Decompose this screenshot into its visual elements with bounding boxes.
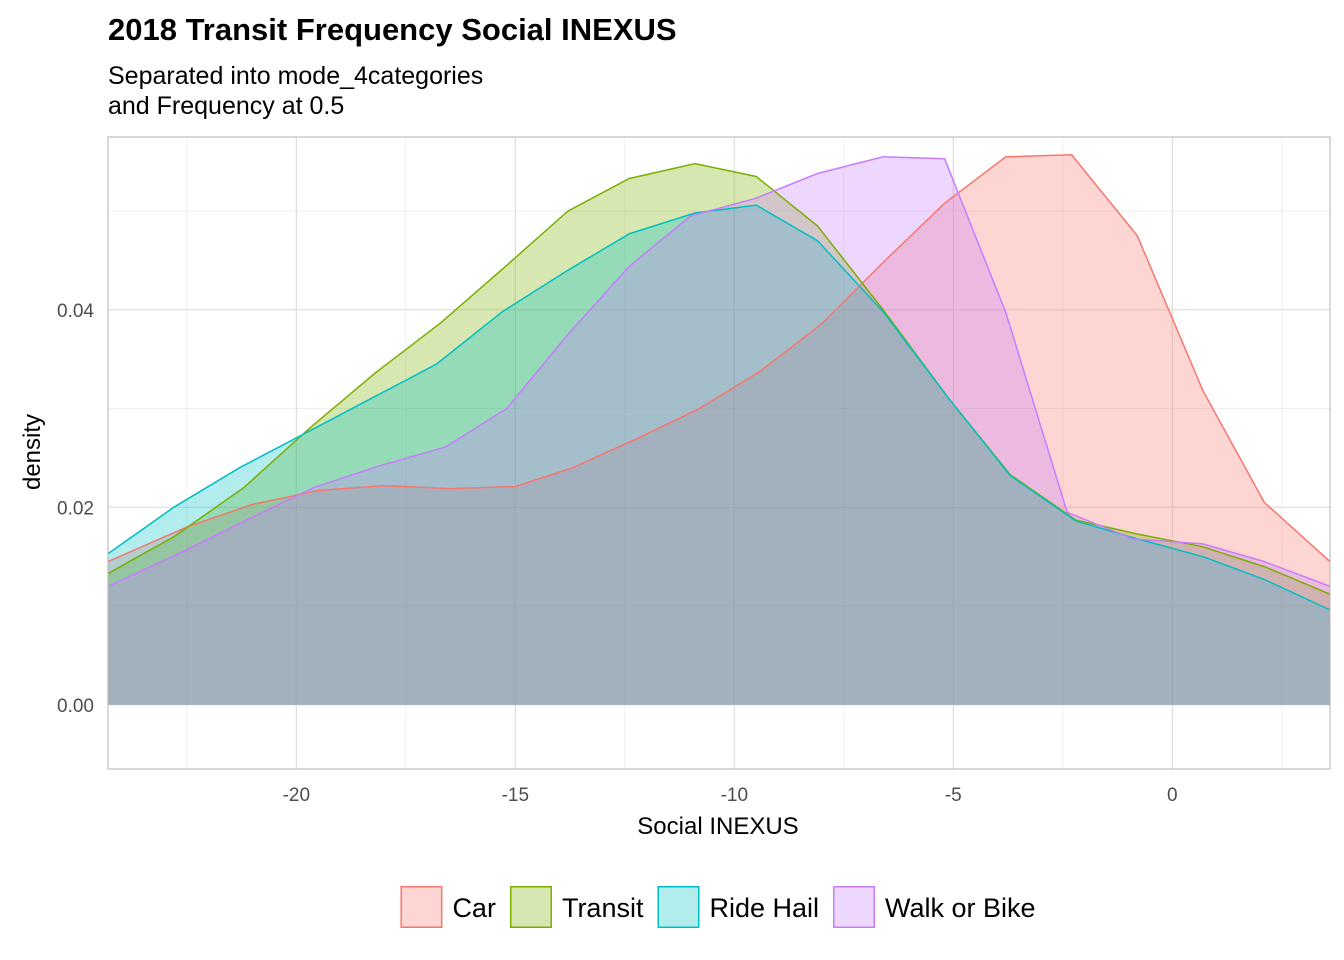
y-tick-label: 0.02 [57,498,94,519]
line-walk-or-bike [107,156,1331,588]
chart-subtitle-line-2: and Frequency at 0.5 [108,92,344,120]
legend-key-transit [509,886,552,928]
x-tick-label: 0 [1167,785,1178,806]
plot-panel [108,137,1330,769]
legend-label-ride-hail: Ride Hail [709,893,819,923]
legend-key-walk-or-bike [833,886,876,928]
area-transit [108,163,1330,705]
legend: Car Transit Ride Hail Walk or Bike [400,886,1036,928]
y-axis-title: density [19,414,46,490]
x-axis-title: Social INEXUS [637,813,798,840]
y-tick-label: 0.04 [57,301,94,322]
legend-label-car: Car [452,893,496,923]
y-tick-label: 0.00 [57,696,94,717]
plot-area: -20 -15 -10 -5 0 0.00 0.02 0.04 [57,136,1331,806]
chart-title: 2018 Transit Frequency Social INEXUS [108,12,677,47]
legend-key-ride-hail [657,886,700,928]
legend-key-car [400,886,443,928]
legend-item-ride-hail: Ride Hail [657,886,819,928]
legend-label-walk-or-bike: Walk or Bike [885,893,1036,923]
chart-subtitle-line-1: Separated into mode_4categories [108,62,483,90]
legend-label-transit: Transit [562,893,644,923]
x-tick-label: -10 [721,785,748,806]
area-car [108,154,1330,705]
legend-item-walk-or-bike: Walk or Bike [833,886,1036,928]
plot-border [107,136,1331,770]
x-tick-label: -20 [283,785,310,806]
line-transit [107,162,1331,595]
legend-item-transit: Transit [509,886,644,928]
area-ride-hail [108,205,1330,705]
x-tick-label: -15 [502,785,529,806]
line-car [107,154,1331,563]
grid [108,137,1330,769]
area-walk-or-bike [108,156,1330,705]
x-tick-label: -5 [945,785,962,806]
legend-item-car: Car [400,886,496,928]
